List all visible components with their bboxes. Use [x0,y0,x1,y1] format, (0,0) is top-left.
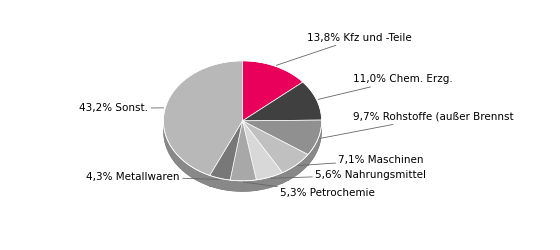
Text: 13,8% Kfz und -Teile: 13,8% Kfz und -Teile [277,32,412,65]
Polygon shape [256,173,282,191]
Polygon shape [242,121,308,166]
Polygon shape [242,121,256,191]
Polygon shape [242,121,282,184]
Polygon shape [242,121,308,173]
Polygon shape [230,121,242,191]
Polygon shape [209,121,242,186]
Polygon shape [242,121,256,191]
Polygon shape [308,121,321,166]
Text: 11,0% Chem. Erzg.: 11,0% Chem. Erzg. [318,74,453,100]
Text: 7,1% Maschinen: 7,1% Maschinen [297,155,424,166]
Polygon shape [209,176,230,191]
Polygon shape [230,121,256,181]
Polygon shape [242,121,282,184]
Text: 5,6% Nahrungsmittel: 5,6% Nahrungsmittel [270,170,426,180]
Polygon shape [209,121,242,180]
Polygon shape [230,121,242,191]
Text: 4,3% Metallwaren: 4,3% Metallwaren [86,172,220,182]
Polygon shape [242,61,303,121]
Text: 9,7% Rohstoffe (außer Brennst: 9,7% Rohstoffe (außer Brennst [320,112,514,138]
Text: 43,2% Sonst.: 43,2% Sonst. [80,103,164,113]
Ellipse shape [164,72,321,192]
Polygon shape [242,120,321,154]
Polygon shape [242,121,308,166]
Polygon shape [209,121,242,186]
Polygon shape [164,123,209,186]
Polygon shape [242,121,282,180]
Polygon shape [164,61,242,176]
Polygon shape [242,82,321,121]
Polygon shape [282,154,308,184]
Polygon shape [230,180,256,192]
Text: 5,3% Petrochemie: 5,3% Petrochemie [243,182,375,198]
